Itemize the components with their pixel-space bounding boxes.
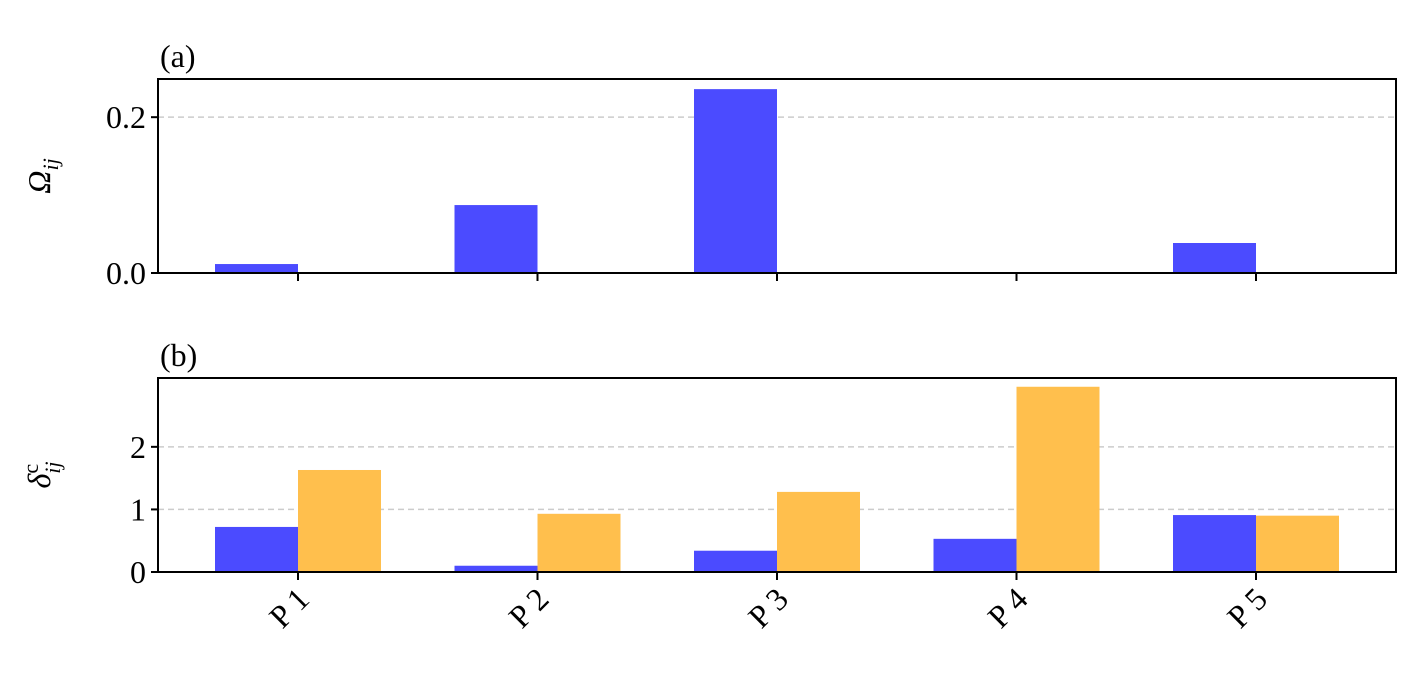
bar <box>777 491 860 572</box>
x-tick-label: P 3 <box>741 581 795 635</box>
x-tick-label: P 1 <box>262 581 316 635</box>
bar <box>454 565 538 572</box>
y-label-sup: c <box>18 464 43 474</box>
bar <box>1173 243 1256 273</box>
subplot-title: (b) <box>160 337 197 373</box>
bar <box>537 513 621 572</box>
y-tick-label: 1 <box>130 491 146 527</box>
bar <box>454 205 538 273</box>
x-tick-label: P 2 <box>501 581 555 635</box>
y-label-sub: ij <box>40 462 65 474</box>
y-tick-label: 0.2 <box>106 99 146 135</box>
bar <box>694 550 777 572</box>
plot-frame <box>157 377 1397 573</box>
y-tick-label: 0.0 <box>106 255 146 291</box>
plot-frame <box>157 78 1397 274</box>
subplot-title: (a) <box>160 38 196 74</box>
bar <box>1173 515 1256 572</box>
bar <box>1016 386 1100 572</box>
bar <box>298 469 381 572</box>
y-tick-label: 0 <box>130 554 146 590</box>
bar <box>1256 515 1339 572</box>
x-tick-label: P 4 <box>980 581 1034 635</box>
bar <box>933 538 1017 572</box>
bar <box>215 264 298 273</box>
x-tick-label: P 5 <box>1220 581 1274 635</box>
y-axis-label: δcij <box>18 462 65 489</box>
bar <box>215 526 298 572</box>
y-label-sub: ij <box>38 158 63 170</box>
y-label-base: Ω <box>21 171 57 194</box>
y-axis-label: Ωij <box>21 158 63 193</box>
bar <box>694 89 777 274</box>
y-tick-label: 2 <box>130 429 146 465</box>
y-label-base: δ <box>21 472 57 488</box>
